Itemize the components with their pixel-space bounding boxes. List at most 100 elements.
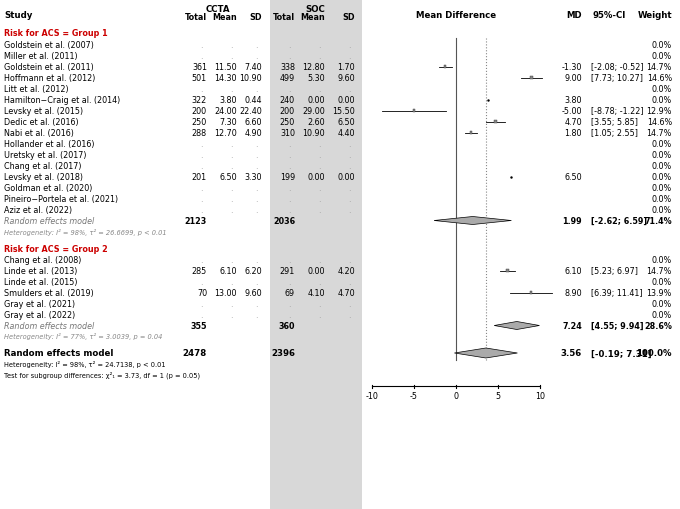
Text: 14.7%: 14.7% bbox=[647, 63, 672, 72]
Text: Mean: Mean bbox=[301, 13, 325, 22]
Text: 0.0%: 0.0% bbox=[651, 299, 672, 308]
Text: [3.55; 5.85]: [3.55; 5.85] bbox=[591, 118, 638, 127]
Text: [7.73; 10.27]: [7.73; 10.27] bbox=[591, 74, 643, 83]
Text: 6.20: 6.20 bbox=[244, 267, 262, 275]
Text: 250: 250 bbox=[279, 118, 295, 127]
Text: MD: MD bbox=[566, 11, 582, 19]
Text: 285: 285 bbox=[192, 267, 207, 275]
Text: 1.99: 1.99 bbox=[562, 216, 582, 225]
Text: 9.60: 9.60 bbox=[244, 289, 262, 297]
Text: -5: -5 bbox=[410, 391, 418, 400]
Text: .: . bbox=[318, 140, 320, 149]
Text: 0: 0 bbox=[454, 391, 458, 400]
Text: 499: 499 bbox=[279, 74, 295, 83]
Text: .: . bbox=[200, 256, 202, 265]
Text: .: . bbox=[230, 151, 233, 160]
Text: -1.30: -1.30 bbox=[562, 63, 582, 72]
Bar bbox=[506, 270, 509, 272]
Text: 24.00: 24.00 bbox=[214, 107, 237, 116]
Text: 2478: 2478 bbox=[183, 349, 207, 358]
Text: 13.00: 13.00 bbox=[214, 289, 237, 297]
Text: .: . bbox=[318, 310, 320, 319]
Text: Risk for ACS = Group 1: Risk for ACS = Group 1 bbox=[4, 30, 107, 38]
Text: 10.90: 10.90 bbox=[303, 129, 325, 138]
Text: 360: 360 bbox=[279, 321, 295, 330]
Text: .: . bbox=[200, 52, 202, 61]
Bar bbox=[413, 110, 415, 112]
Text: SD: SD bbox=[343, 13, 355, 22]
Text: .: . bbox=[318, 151, 320, 160]
Text: Heterogeneity: I² = 98%, τ² = 24.7138, p < 0.01: Heterogeneity: I² = 98%, τ² = 24.7138, p… bbox=[4, 361, 165, 368]
Text: .: . bbox=[347, 299, 350, 308]
Text: 200: 200 bbox=[280, 107, 295, 116]
Text: 6.60: 6.60 bbox=[245, 118, 262, 127]
Text: 4.70: 4.70 bbox=[564, 118, 582, 127]
Text: 14.7%: 14.7% bbox=[647, 129, 672, 138]
Text: 0.0%: 0.0% bbox=[651, 256, 672, 265]
Text: .: . bbox=[347, 52, 350, 61]
Text: .: . bbox=[347, 41, 350, 50]
Text: 22.40: 22.40 bbox=[239, 107, 262, 116]
Text: Litt et al. (2012): Litt et al. (2012) bbox=[4, 85, 69, 94]
Text: 69: 69 bbox=[285, 289, 295, 297]
Text: CCTA: CCTA bbox=[206, 6, 231, 14]
Text: 7.40: 7.40 bbox=[244, 63, 262, 72]
Text: .: . bbox=[255, 162, 257, 171]
Text: SD: SD bbox=[250, 13, 262, 22]
Text: [-2.08; -0.52]: [-2.08; -0.52] bbox=[591, 63, 644, 72]
Text: .: . bbox=[230, 52, 233, 61]
Text: .: . bbox=[230, 85, 233, 94]
Text: .: . bbox=[255, 310, 257, 319]
Text: .: . bbox=[347, 151, 350, 160]
Text: [6.39; 11.41]: [6.39; 11.41] bbox=[591, 289, 643, 297]
Text: 15.50: 15.50 bbox=[333, 107, 355, 116]
Bar bbox=[530, 77, 533, 79]
Text: .: . bbox=[255, 256, 257, 265]
Text: 0.0%: 0.0% bbox=[651, 310, 672, 319]
Text: 14.30: 14.30 bbox=[214, 74, 237, 83]
Text: [5.23; 6.97]: [5.23; 6.97] bbox=[591, 267, 638, 275]
Text: Uretsky et al. (2017): Uretsky et al. (2017) bbox=[4, 151, 86, 160]
Text: Random effects model: Random effects model bbox=[4, 321, 95, 330]
Text: 13.9%: 13.9% bbox=[647, 289, 672, 297]
Text: .: . bbox=[347, 162, 350, 171]
Text: .: . bbox=[347, 184, 350, 192]
Text: .: . bbox=[230, 256, 233, 265]
Text: 8.90: 8.90 bbox=[564, 289, 582, 297]
Text: .: . bbox=[200, 85, 202, 94]
Bar bbox=[530, 292, 532, 294]
Text: Smulders et al. (2019): Smulders et al. (2019) bbox=[4, 289, 94, 297]
Text: 2396: 2396 bbox=[271, 349, 295, 358]
Text: .: . bbox=[200, 151, 202, 160]
Text: 70: 70 bbox=[197, 289, 207, 297]
Text: 250: 250 bbox=[192, 118, 207, 127]
Text: 3.30: 3.30 bbox=[245, 173, 262, 182]
Text: 355: 355 bbox=[190, 321, 207, 330]
Text: .: . bbox=[347, 310, 350, 319]
Text: 0.0%: 0.0% bbox=[651, 206, 672, 215]
Text: 6.50: 6.50 bbox=[337, 118, 355, 127]
Text: Gray et al. (2021): Gray et al. (2021) bbox=[4, 299, 75, 308]
Text: Chang et al. (2017): Chang et al. (2017) bbox=[4, 162, 82, 171]
Text: Levsky et al. (2018): Levsky et al. (2018) bbox=[4, 173, 83, 182]
Text: .: . bbox=[200, 41, 202, 50]
Text: 100.0%: 100.0% bbox=[636, 349, 672, 358]
Text: 95%-Cl: 95%-Cl bbox=[592, 11, 626, 19]
Text: 0.00: 0.00 bbox=[337, 173, 355, 182]
Text: .: . bbox=[255, 299, 257, 308]
Text: Risk for ACS = Group 2: Risk for ACS = Group 2 bbox=[4, 244, 107, 253]
Text: 71.4%: 71.4% bbox=[645, 216, 672, 225]
Text: 2123: 2123 bbox=[185, 216, 207, 225]
Text: Gray et al. (2022): Gray et al. (2022) bbox=[4, 310, 75, 319]
Text: [4.55; 9.94]: [4.55; 9.94] bbox=[591, 321, 644, 330]
Text: 0.00: 0.00 bbox=[307, 173, 325, 182]
Text: SOC: SOC bbox=[305, 6, 325, 14]
Text: .: . bbox=[318, 256, 320, 265]
Text: 2.60: 2.60 bbox=[307, 118, 325, 127]
Bar bbox=[470, 132, 473, 134]
Text: .: . bbox=[347, 85, 350, 94]
Text: 310: 310 bbox=[280, 129, 295, 138]
Text: .: . bbox=[230, 277, 233, 287]
Text: 1.70: 1.70 bbox=[337, 63, 355, 72]
Text: 0.0%: 0.0% bbox=[651, 96, 672, 105]
